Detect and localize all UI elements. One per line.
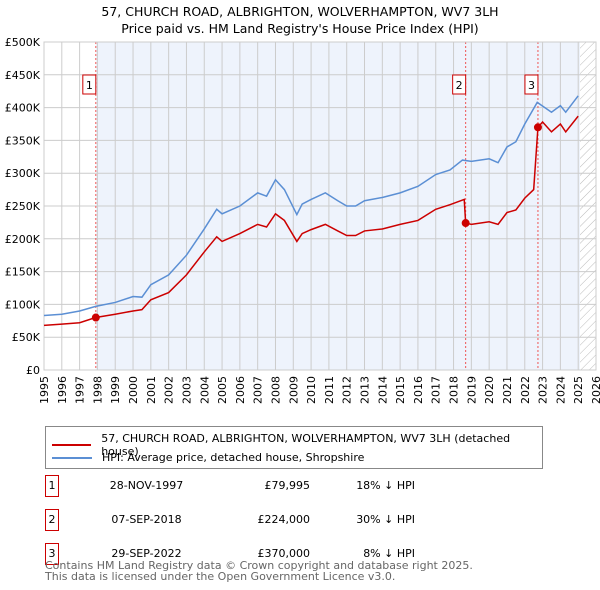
- plot-border: [43, 41, 597, 371]
- x-tick-label: 2008: [269, 376, 282, 404]
- x-tick-label: 2009: [287, 376, 300, 404]
- x-tick-label: 2004: [198, 376, 211, 404]
- sale-label-box: [82, 74, 97, 95]
- x-tick-label: 1995: [38, 376, 51, 404]
- sale-price: £370,000: [257, 547, 311, 560]
- y-tick-label: £0: [26, 364, 40, 377]
- x-tick-label: 2025: [572, 376, 585, 404]
- sale-label: 3: [528, 79, 535, 92]
- x-tick-label: 2023: [537, 376, 550, 404]
- y-tick-label: £350K: [5, 134, 41, 147]
- y-tick-label: £500K: [5, 36, 41, 49]
- sale-hpi: 18% ↓ HPI: [356, 479, 415, 492]
- x-tick-label: 2000: [127, 376, 140, 404]
- sale-label-box: [524, 74, 539, 95]
- sale-marker: 1: [45, 475, 59, 497]
- sale-marker: 3: [45, 543, 59, 565]
- sale-label-box: [452, 74, 467, 95]
- hpi-line: [43, 95, 579, 317]
- x-tick-label: 2002: [163, 376, 176, 404]
- x-tick-label: 2006: [234, 376, 247, 404]
- x-tick-label: 2010: [305, 376, 318, 404]
- sale-date: 28-NOV-1997: [109, 479, 184, 492]
- x-tick-label: 2024: [554, 376, 567, 404]
- x-tick-label: 2026: [590, 376, 600, 404]
- sale-point: [461, 219, 470, 228]
- x-tick-label: 2017: [430, 376, 443, 404]
- x-tick-label: 2011: [323, 376, 336, 404]
- y-tick-label: £400K: [5, 102, 41, 115]
- sale-label: 1: [86, 79, 93, 92]
- legend-label-hpi: HPI: Average price, detached house, Shro…: [102, 451, 365, 464]
- legend: 57, CHURCH ROAD, ALBRIGHTON, WOLVERHAMPT…: [45, 426, 543, 469]
- footer: Contains HM Land Registry data © Crown c…: [45, 560, 473, 582]
- sale-point: [91, 313, 100, 322]
- price-chart: 1 2 3 1995 1996 1997 1998 1999 2000 2001 2002 2003 2…: [5, 36, 600, 404]
- x-tick-label: 2021: [501, 376, 514, 404]
- chart-subtitle: Price paid vs. HM Land Registry's House …: [121, 21, 479, 36]
- x-tick-label: 1998: [91, 376, 104, 404]
- y-tick-label: £250K: [5, 200, 41, 213]
- x-tick-label: 2022: [519, 376, 532, 404]
- y-tick-label: £50K: [12, 331, 41, 344]
- x-tick-label: 2016: [412, 376, 425, 404]
- legend-swatch-property: [52, 444, 92, 446]
- sale-date: 29-SEP-2022: [111, 547, 182, 560]
- y-tick-label: £450K: [5, 69, 41, 82]
- y-tick-label: £150K: [5, 266, 41, 279]
- sale-hpi: 30% ↓ HPI: [356, 513, 415, 526]
- y-tick-label: £300K: [5, 167, 41, 180]
- chart-title: 57, CHURCH ROAD, ALBRIGHTON, WOLVERHAMPT…: [101, 4, 499, 19]
- sale-hpi: 8% ↓ HPI: [363, 547, 415, 560]
- y-tick-label: £100K: [5, 298, 41, 311]
- sale-price: £79,995: [264, 479, 311, 492]
- x-tick-label: 2003: [180, 376, 193, 404]
- x-tick-label: 1999: [109, 376, 122, 404]
- footer-line-1: Contains HM Land Registry data © Crown c…: [45, 559, 473, 572]
- x-tick-label: 2005: [216, 376, 229, 404]
- legend-swatch-hpi: [52, 456, 92, 459]
- x-tick-label: 1996: [56, 376, 69, 404]
- x-tick-label: 2015: [394, 376, 407, 404]
- x-tick-label: 2020: [483, 376, 496, 404]
- x-tick-label: 2012: [341, 376, 354, 404]
- x-tick-label: 1997: [74, 376, 87, 404]
- x-tick-label: 2013: [359, 376, 372, 404]
- x-tick-label: 2018: [448, 376, 461, 404]
- x-tick-label: 2001: [145, 376, 158, 404]
- sale-date: 07-SEP-2018: [111, 513, 182, 526]
- property-line: [43, 115, 579, 327]
- x-tick-label: 2014: [376, 376, 389, 404]
- sale-point: [533, 123, 542, 132]
- footer-line-2: This data is licensed under the Open Gov…: [45, 570, 396, 583]
- sale-label: 2: [456, 79, 463, 92]
- sale-price: £224,000: [257, 513, 311, 526]
- x-tick-label: 2019: [465, 376, 478, 404]
- sale-marker: 2: [45, 509, 59, 531]
- x-tick-label: 2007: [252, 376, 265, 404]
- y-tick-label: £200K: [5, 233, 41, 246]
- legend-label-property: 57, CHURCH ROAD, ALBRIGHTON, WOLVERHAMPT…: [101, 432, 511, 458]
